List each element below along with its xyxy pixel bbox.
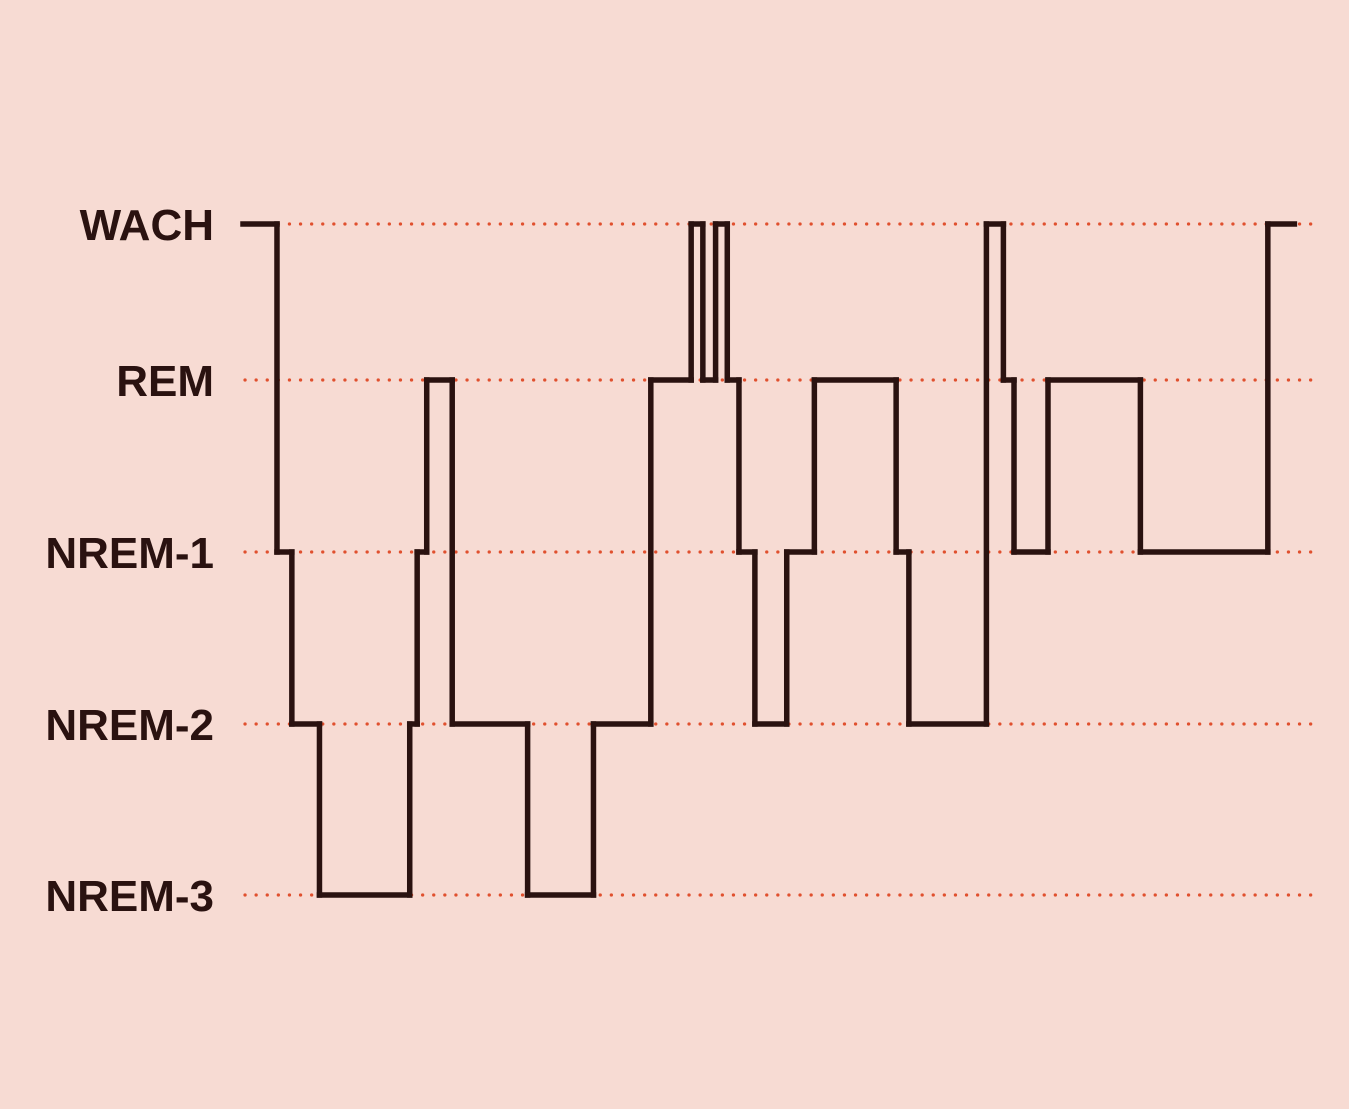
stage-axis-labels: WACH REM NREM-1 NREM-2 NREM-3 xyxy=(45,201,214,921)
stage-label-wach: WACH xyxy=(80,201,214,250)
sleep-stage-series xyxy=(240,221,1298,898)
stage-label-nrem-1: NREM-1 xyxy=(45,529,214,578)
gridlines xyxy=(243,222,1320,897)
stage-label-nrem-3: NREM-3 xyxy=(45,872,214,921)
stage-label-nrem-2: NREM-2 xyxy=(45,701,214,750)
stage-label-rem: REM xyxy=(116,357,214,406)
